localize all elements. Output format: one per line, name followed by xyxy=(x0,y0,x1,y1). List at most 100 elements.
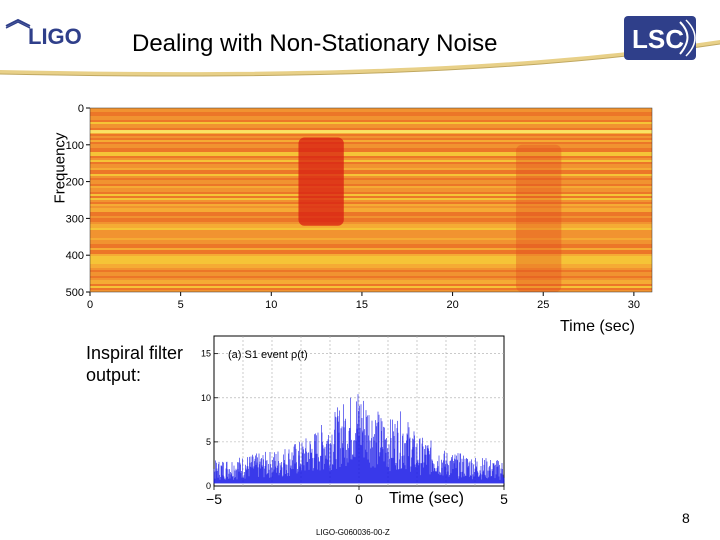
spectrogram-row xyxy=(90,232,652,234)
spectrogram-row xyxy=(90,236,652,238)
spectrogram-row xyxy=(90,230,652,232)
spectrogram-row xyxy=(90,138,652,140)
spectrogram-row xyxy=(90,240,652,242)
spectrogram-y-tick-label: 100 xyxy=(66,140,84,152)
spectrogram-row xyxy=(90,286,652,288)
page-number: 8 xyxy=(682,510,690,526)
spectrogram-x-tick-label: 20 xyxy=(446,299,458,311)
spectrogram-row xyxy=(90,198,652,200)
frequency-axis-label: Frequency xyxy=(51,132,69,204)
spectrogram-y-tick-label: 200 xyxy=(66,177,84,189)
spectrogram-row xyxy=(90,192,652,194)
spectrogram-row xyxy=(90,246,652,248)
spectrogram-high-power-region xyxy=(516,144,562,292)
ligo-logo: LIGO xyxy=(4,14,100,58)
spectrogram-y-tick-label: 500 xyxy=(66,287,84,299)
spectrogram-row xyxy=(90,242,652,244)
spectrogram-row xyxy=(90,116,652,118)
spectrogram-chart: 0 5 10 15 20 25 30 0 100 200 300 400 500 xyxy=(66,103,653,311)
inspiral-x-axis-label: Time (sec) xyxy=(389,490,464,507)
spectrogram-row xyxy=(90,170,652,172)
spectrogram-row xyxy=(90,174,652,176)
inspiral-x-tick-label: 0 xyxy=(355,491,363,507)
spectrogram-row xyxy=(90,224,652,226)
spectrogram-row xyxy=(90,284,652,286)
spectrogram-row xyxy=(90,266,652,268)
inspiral-y-tick-label: 0 xyxy=(206,481,211,491)
lsc-logo-graphic: LSC xyxy=(624,16,696,60)
spectrogram-row xyxy=(90,112,652,114)
spectrogram-row xyxy=(90,120,652,122)
spectrogram-row xyxy=(90,260,652,262)
spectrogram-row xyxy=(90,158,652,160)
ligo-logo-graphic: LIGO xyxy=(5,18,82,49)
spectrogram-row xyxy=(90,222,652,224)
spectrogram-row xyxy=(90,186,652,188)
spectrogram-stripes xyxy=(90,108,652,292)
spectrogram-row xyxy=(90,254,652,256)
spectrogram-x-tick-label: 0 xyxy=(87,299,93,311)
spectrogram-frame xyxy=(89,107,653,293)
inspiral-y-tick-label: 10 xyxy=(201,393,211,403)
spectrogram-row xyxy=(90,128,652,130)
spectrogram-row xyxy=(90,110,652,112)
spectrogram-row xyxy=(90,124,652,126)
spectrogram-row xyxy=(90,150,652,152)
spectrogram-row xyxy=(90,274,652,276)
inspiral-chart-title: (a) S1 event ρ(t) xyxy=(228,349,308,361)
spectrogram-row xyxy=(90,148,652,150)
spectrogram-row xyxy=(90,220,652,222)
spectrogram-row xyxy=(90,142,652,144)
spectrogram-row xyxy=(90,160,652,162)
spectrogram-row xyxy=(90,180,652,182)
spectrogram-row xyxy=(90,108,652,110)
spectrogram-row xyxy=(90,144,652,146)
spectrogram-row xyxy=(90,290,652,292)
spectrogram-row xyxy=(90,206,652,208)
spectrogram-y-tick-label: 300 xyxy=(66,213,84,225)
slide-title: Dealing with Non-Stationary Noise xyxy=(132,30,498,57)
spectrogram-row xyxy=(90,214,652,216)
spectrogram-row xyxy=(90,182,652,184)
spectrogram-row xyxy=(90,244,652,246)
spectrogram-row xyxy=(90,146,652,148)
spectrogram-row xyxy=(90,252,652,254)
spectrogram-row xyxy=(90,204,652,206)
spectrogram-row xyxy=(90,234,652,236)
spectrogram-x-tick-label: 15 xyxy=(356,299,368,311)
spectrogram-row xyxy=(90,176,652,178)
spectrogram-row xyxy=(90,228,652,230)
spectrogram-row xyxy=(90,238,652,240)
spectrogram-row xyxy=(90,166,652,168)
inspiral-filter-label: Inspiral filter output: xyxy=(86,343,184,385)
spectrogram-row xyxy=(90,184,652,186)
spectrogram-row xyxy=(90,126,652,128)
lsc-logo-text: LSC xyxy=(632,24,684,54)
spectrogram-y-tick-label: 400 xyxy=(66,250,84,262)
spectrogram-row xyxy=(90,202,652,204)
spectrogram-row xyxy=(90,114,652,116)
spectrogram-y-tick-label: 0 xyxy=(78,103,84,115)
spectrogram-row xyxy=(90,168,652,170)
spectrogram-row xyxy=(90,178,652,180)
spectrogram-row xyxy=(90,282,652,284)
inspiral-y-tick-label: 15 xyxy=(201,349,211,359)
spectrogram-x-ticks: 0 5 10 15 20 25 30 xyxy=(87,292,640,311)
spectrogram-high-power-region xyxy=(298,137,344,226)
inspiral-x-tick-label: 5 xyxy=(500,491,508,507)
spectrogram-row xyxy=(90,280,652,282)
inspiral-signal xyxy=(213,394,505,484)
spectrogram-x-tick-label: 30 xyxy=(628,299,640,311)
spectrogram-row xyxy=(90,268,652,270)
spectrogram-row xyxy=(90,210,652,212)
spectrogram-row xyxy=(90,276,652,278)
spectrogram-row xyxy=(90,226,652,228)
spectrogram-row xyxy=(90,118,652,120)
spectrogram-row xyxy=(90,288,652,290)
spectrogram-x-tick-label: 10 xyxy=(265,299,277,311)
spectrogram-row xyxy=(90,200,652,202)
spectrogram-bright-line xyxy=(90,130,652,134)
spectrogram-row xyxy=(90,208,652,210)
spectrogram-row xyxy=(90,172,652,174)
